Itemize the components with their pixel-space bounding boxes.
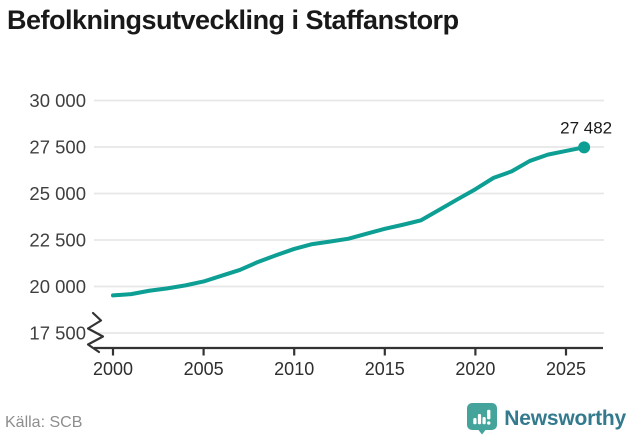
x-axis-tick-label: 2015 [365, 359, 405, 379]
y-axis-tick-label: 22 500 [29, 230, 86, 251]
chart-title: Befolkningsutveckling i Staffanstorp [7, 5, 459, 35]
y-axis-tick-label: 25 000 [29, 183, 86, 204]
x-axis-tick-label: 2005 [184, 359, 224, 379]
latest-point-marker [578, 141, 591, 154]
population-line-chart: 30 000 27 500 25 000 22 500 20 000 17 500 2000… [29, 90, 612, 379]
x-axis-tick-label: 2020 [455, 359, 495, 379]
newsworthy-wordmark: Newsworthy [504, 407, 626, 430]
y-axis-tick-label: 27 500 [29, 137, 86, 158]
source-label: Källa: SCB [5, 414, 83, 431]
y-axis-tick-label: 17 500 [29, 323, 86, 344]
x-axis-tick-label: 2000 [93, 359, 133, 379]
population-line [111, 145, 587, 298]
x-axis-tick-label: 2010 [274, 359, 314, 379]
newsworthy-bars-icon [467, 403, 498, 435]
x-axis-tick-label: 2025 [546, 359, 586, 379]
axis-break-icon [86, 311, 105, 354]
latest-value-label: 27 482 [560, 118, 612, 137]
newsworthy-logo[interactable]: Newsworthy [467, 403, 626, 435]
y-axis-tick-label: 20 000 [29, 276, 86, 297]
y-axis-tick-label: 30 000 [29, 90, 86, 111]
